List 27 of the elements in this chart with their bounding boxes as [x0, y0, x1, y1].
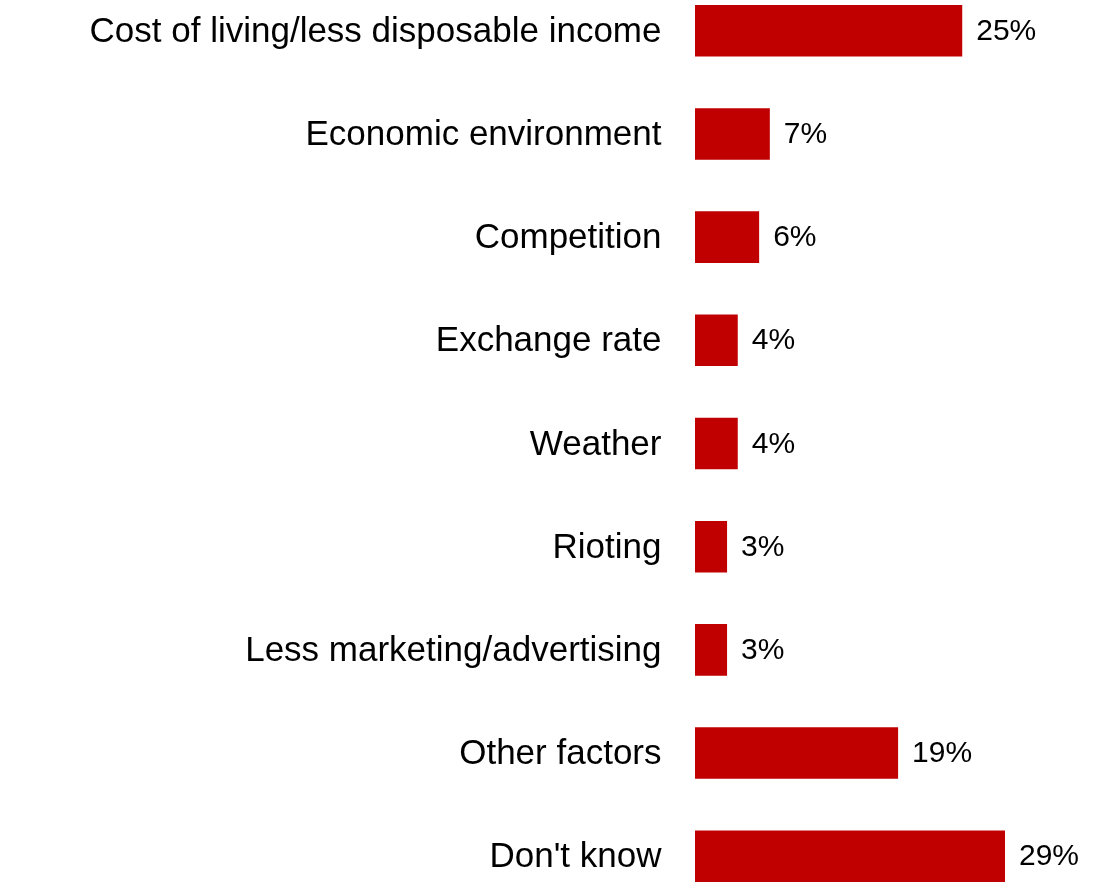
data-label: 4%: [751, 425, 796, 459]
bar: [695, 108, 770, 160]
bar: [695, 211, 760, 263]
bar: [695, 417, 738, 470]
bar: [695, 5, 963, 57]
y-tick-label: Don't know: [489, 835, 663, 875]
data-label: 3%: [741, 631, 785, 665]
data-label: 29%: [1019, 838, 1080, 872]
y-tick-label: Weather: [529, 422, 662, 462]
bar: [695, 520, 728, 573]
data-label: 4%: [751, 322, 796, 356]
y-tick-label: Exchange rate: [435, 319, 662, 359]
y-tick-label: Competition: [474, 216, 662, 256]
data-label: 6%: [773, 219, 817, 253]
y-tick-label: Cost of living/less disposable income: [89, 9, 662, 49]
data-label: 25%: [976, 12, 1037, 46]
bar: [695, 727, 899, 779]
y-tick-label: Rioting: [552, 525, 662, 565]
bar: [695, 314, 738, 367]
y-tick-label: Less marketing/advertising: [245, 628, 662, 668]
data-label: 19%: [912, 735, 973, 769]
y-tick-label: Economic environment: [305, 112, 662, 152]
data-label: 7%: [783, 115, 828, 149]
data-label: 3%: [741, 528, 785, 562]
bar: [695, 624, 728, 676]
y-tick-label: Other factors: [459, 732, 662, 772]
bar: [695, 830, 1005, 882]
